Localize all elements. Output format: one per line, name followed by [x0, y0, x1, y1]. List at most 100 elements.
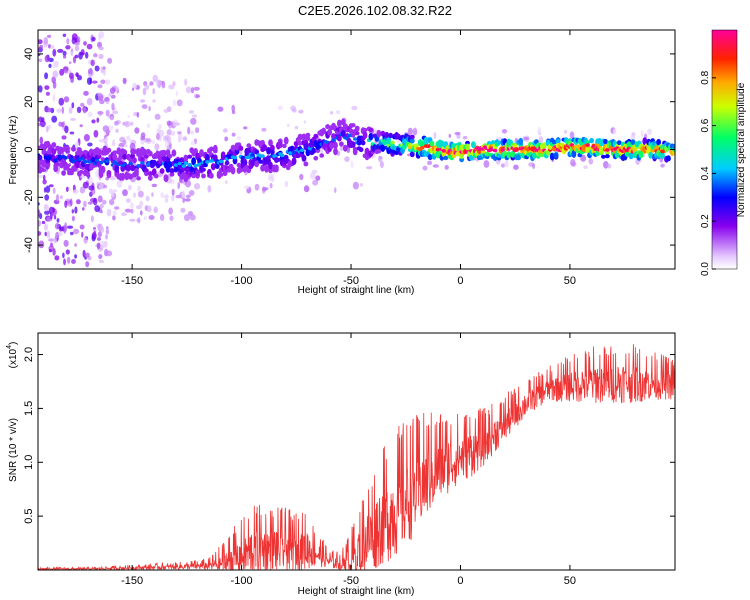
spectrogram-noise-cell: [217, 106, 224, 112]
spectrogram-noise-cell: [63, 239, 69, 247]
colorbar-label: Normalized spectral amplitude: [736, 82, 747, 217]
spectrogram-ridge-cell: [183, 154, 189, 162]
spectrogram-ridge-peak: [181, 164, 186, 168]
spectrogram-noise-cell: [96, 242, 101, 250]
spectrogram-noise-cell: [39, 136, 44, 145]
spectrogram-noise-cell: [57, 48, 64, 53]
spectrogram-noise-cell: [54, 222, 60, 230]
spectrogram-noise-cell: [71, 33, 78, 41]
spectrogram-ridge-cell: [118, 153, 124, 160]
snr-x-tick-label: 0: [457, 575, 463, 587]
spectrogram-noise-cell: [109, 176, 116, 181]
spectrogram-ridge-cell: [96, 154, 102, 159]
snr-scale-base: (x10: [8, 348, 19, 368]
spectrogram-noise-cell: [100, 226, 105, 233]
spectrogram-x-label: Height of straight line (km): [298, 285, 415, 296]
spectrogram-ridge-cell: [39, 167, 45, 172]
spectrogram-ridge-cell: [254, 160, 260, 168]
spectrogram-noise-cell: [48, 238, 54, 242]
snr-scale-exponent: 4: [6, 345, 13, 349]
snr-panel: -150 -100 -50 0 50 0.5 1.0 1.5 2.0 Height of str…: [6, 332, 676, 597]
spectrogram-ridge-peak: [260, 154, 265, 158]
spectrogram-noise-cell: [90, 215, 94, 223]
spectrogram-noise-cell: [91, 36, 96, 42]
spectrogram-noise-cell: [106, 100, 109, 105]
spectrogram-noise-cell: [287, 123, 290, 128]
spectrogram-noise-cell: [151, 183, 158, 188]
spectrogram-noise-cell: [158, 124, 162, 129]
spectrogram-noise-cell: [171, 194, 175, 202]
spectrogram-ridge-cell: [337, 119, 342, 128]
spectrogram-noise-cell: [38, 58, 43, 63]
spectrogram-noise-cell: [91, 119, 96, 124]
spectrogram-noise-cell: [85, 51, 89, 59]
snr-scale-close: ): [8, 342, 19, 345]
spectrogram-noise-cell: [152, 99, 156, 103]
spectrogram-noise-cell: [190, 87, 195, 94]
spectrogram-noise-cell: [160, 192, 164, 198]
spectrogram-noise-cell: [173, 122, 181, 126]
spectrogram-noise-cell: [139, 200, 144, 207]
spectrogram-noise-cell: [109, 199, 115, 206]
spectrogram-ridge-cell: [96, 148, 102, 156]
spectrogram-noise-cell: [94, 65, 100, 72]
spectrogram-ridge-cell: [120, 172, 126, 181]
spectrogram-ridge-cell: [51, 142, 57, 148]
spectrogram-noise-cell: [168, 84, 175, 90]
spectrogram-noise-cell: [163, 195, 169, 199]
spectrogram-noise-cell: [88, 176, 94, 185]
spectrogram-noise-cell: [47, 34, 52, 39]
spectrogram-noise-cell: [112, 189, 118, 193]
spectrogram-ridge-cell: [671, 144, 675, 149]
spectrogram-ridge-cell: [368, 127, 374, 132]
spectrogram-noise-cell: [47, 124, 52, 130]
spectrogram-ridge-cell: [55, 145, 61, 151]
spectrogram-ridge-cell: [319, 153, 325, 158]
spectrogram-ridge-peak: [331, 138, 336, 142]
spectrogram-noise-cell: [69, 131, 75, 135]
spectrogram-ridge-cell: [551, 139, 557, 145]
spectrogram-noise-cell: [93, 197, 98, 206]
spectrogram-ridge-cell: [660, 151, 665, 159]
spectrogram-ridge-cell: [214, 163, 220, 169]
spectrogram-noise-cell: [61, 106, 64, 114]
spectrogram-noise-cell: [38, 39, 43, 45]
spectrogram-noise-cell: [189, 190, 195, 196]
spectrogram-noise-cell: [70, 231, 74, 236]
spectrogram-noise-cell: [538, 136, 544, 144]
spectrogram-noise-cell: [141, 104, 148, 109]
spectrogram-noise-cell: [185, 86, 192, 94]
spectrogram-ridge-cell: [277, 141, 283, 149]
spectrogram-noise-cell: [100, 210, 103, 214]
snr-axes: -150 -100 -50 0 50 0.5 1.0 1.5 2.0: [23, 333, 675, 587]
spectrogram-ridge-cell: [409, 134, 415, 140]
spectrogram-noise-cell: [483, 160, 490, 168]
spectrogram-noise-cell: [52, 207, 55, 213]
spectrogram-noise-cell: [105, 228, 109, 235]
spectrogram-noise-cell: [80, 102, 85, 107]
spectrogram-ridge-cell: [388, 132, 393, 139]
spectrogram-noise-cell: [74, 42, 81, 46]
spectrogram-noise-cell: [640, 129, 644, 137]
spectrogram-x-tick-label: -50: [343, 275, 359, 287]
spectrogram-noise-cell: [102, 66, 106, 70]
spectrogram-ridge-cell: [321, 127, 327, 135]
spectrogram-noise-cell: [190, 140, 196, 146]
spectrogram-ridge-cell: [303, 143, 309, 151]
spectrogram-ridge-cell: [666, 155, 671, 161]
spectrogram-ridge-cell: [161, 152, 167, 157]
snr-data: [38, 344, 675, 570]
spectrogram-noise-cell: [152, 88, 155, 95]
spectrogram-noise-cell: [178, 133, 183, 141]
spectrogram-noise-cell: [97, 195, 103, 203]
spectrogram-noise-cell: [68, 72, 74, 79]
spectrogram-noise-cell: [85, 261, 90, 268]
spectrogram-noise-cell: [38, 116, 43, 123]
spectrogram-noise-cell: [83, 134, 90, 142]
spectrogram-ridge-peak: [605, 148, 610, 152]
spectrogram-noise-cell: [63, 96, 70, 103]
colorbar-axes: 0.0 0.2 0.4 0.6 0.8: [700, 70, 716, 276]
spectrogram-noise-cell: [254, 183, 260, 191]
spectrogram-noise-cell: [105, 234, 108, 240]
spectrogram-noise-cell: [175, 194, 182, 199]
